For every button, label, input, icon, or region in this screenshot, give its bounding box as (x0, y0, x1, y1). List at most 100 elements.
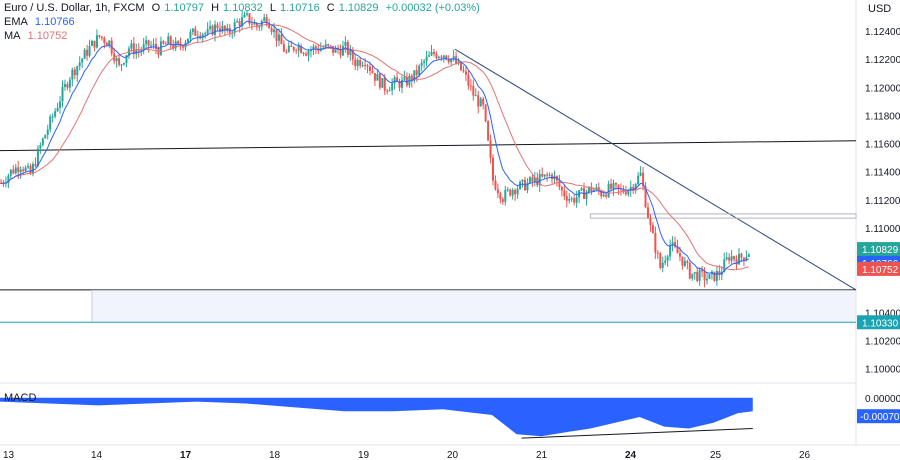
candle-body (462, 70, 465, 72)
currency-label[interactable]: USD (868, 3, 892, 15)
candle-body (425, 56, 428, 62)
macd-value-label: -0.00070 (860, 412, 900, 423)
candle-body (376, 74, 379, 81)
candle-body (83, 49, 86, 59)
candle-body (742, 257, 745, 261)
candle-body (659, 253, 662, 268)
candle-body (664, 260, 667, 263)
candle-body (610, 183, 613, 189)
candle-body (428, 55, 431, 57)
candle-body (381, 78, 384, 88)
candle-body (496, 189, 499, 194)
ema-line (1, 20, 750, 275)
ohlc-open: O 1.10797 (151, 2, 204, 14)
candle-body (91, 40, 94, 46)
candle-body (467, 74, 470, 86)
candle-body (59, 101, 62, 108)
candle-body (201, 34, 204, 38)
candle-body (460, 61, 463, 71)
candle-body (137, 49, 140, 52)
candle-body (123, 62, 125, 65)
ma-line (0, 23, 749, 271)
time-tick-label: 21 (536, 450, 548, 460)
candle-body (713, 271, 716, 281)
candle-body (558, 180, 561, 188)
candle-body (592, 189, 595, 192)
candle-body (34, 164, 37, 166)
candle-body (263, 17, 266, 21)
candle-body (617, 184, 620, 189)
candle-body (447, 59, 450, 63)
candle-body (393, 77, 396, 84)
candle-body (209, 26, 212, 29)
candle-body (218, 28, 221, 32)
candle-body (140, 50, 143, 52)
macd-label[interactable]: MACD (4, 392, 37, 404)
candle-body (78, 62, 81, 67)
price-tick-label: 1.10200 (865, 337, 900, 348)
macd-pane: 0.00000 -0.00070 (0, 394, 900, 439)
candle-body (246, 13, 248, 15)
candle-body (24, 167, 27, 172)
candle-body (730, 256, 733, 261)
candle-body (482, 98, 485, 105)
candle-body (383, 78, 386, 91)
candle-body (54, 111, 57, 117)
candle-body (472, 85, 475, 96)
candle-body (479, 98, 482, 107)
candle-body (575, 197, 578, 203)
candle-body (526, 182, 529, 191)
candle-body (400, 79, 403, 88)
candle-body (501, 199, 504, 202)
candle-body (130, 43, 133, 49)
candle-body (194, 28, 197, 36)
price-tag-label: 1.10330 (862, 318, 899, 329)
candle-body (715, 271, 718, 281)
price-tick-label: 1.12400 (865, 27, 900, 38)
candle-body (250, 23, 253, 25)
ema-legend-value: 1.10766 (34, 16, 75, 28)
candle-body (649, 217, 652, 226)
candle-body (738, 253, 740, 265)
candle-body (312, 46, 315, 50)
candle-body (718, 271, 721, 275)
candle-body (164, 43, 167, 45)
candle-body (295, 50, 298, 52)
candle-body (39, 145, 42, 149)
candle-body (142, 44, 145, 51)
descending-trendline (454, 48, 857, 291)
candle-body (339, 50, 342, 56)
time-tick-label: 20 (447, 450, 459, 460)
candle-body (255, 23, 258, 28)
candle-body (516, 189, 519, 195)
symbol-title[interactable]: Euro / U.S. Dollar, 1h, FXCM (4, 2, 145, 14)
candle-body (189, 32, 192, 39)
candle-body (747, 254, 750, 257)
candle-body (98, 35, 101, 37)
candle-body (290, 45, 293, 47)
candle-body (590, 186, 593, 192)
candle-body (243, 14, 246, 18)
candle-body (528, 177, 531, 183)
price-tick-label: 1.10400 (865, 308, 900, 319)
candle-body (204, 33, 207, 35)
candle-body (68, 79, 71, 88)
candle-body (686, 261, 689, 263)
candle-body (95, 35, 98, 48)
ma-legend[interactable]: MA 1.10752 (4, 30, 71, 43)
candle-body (145, 40, 148, 45)
candle-body (103, 38, 106, 43)
time-tick-label: 14 (91, 450, 103, 460)
candle-body (359, 60, 362, 66)
ma-legend-label: MA (4, 30, 21, 42)
ema-legend[interactable]: EMA 1.10766 (4, 16, 79, 29)
candle-body (162, 41, 165, 44)
candle-body (132, 43, 135, 55)
candle-body (386, 90, 389, 92)
candle-body (248, 13, 251, 24)
candle-body (605, 194, 608, 197)
candle-body (423, 61, 426, 63)
candle-body (334, 47, 337, 53)
